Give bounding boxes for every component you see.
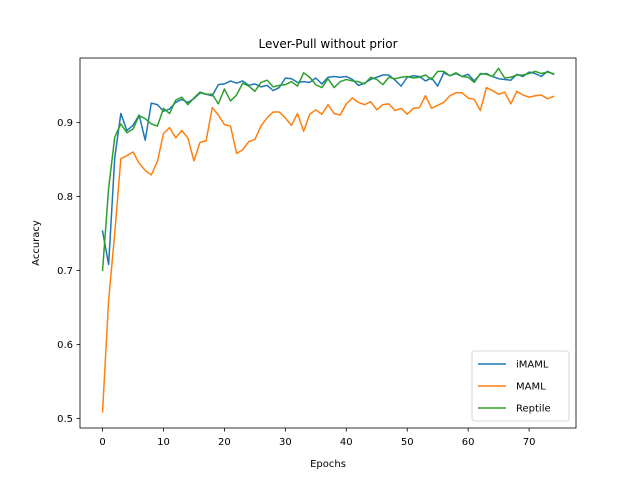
legend-label-maml: MAML: [516, 382, 546, 393]
series-lines: [101, 67, 555, 413]
x-tick-label: 30: [279, 437, 292, 448]
chart-title: Lever-Pull without prior: [258, 37, 397, 51]
x-tick-label: 0: [99, 437, 105, 448]
x-tick-label: 60: [462, 437, 475, 448]
legend-label-reptile: Reptile: [516, 404, 551, 415]
legend-label-imaml: iMAML: [516, 360, 549, 371]
y-tick-label: 0.9: [57, 118, 73, 129]
x-axis: 0 10 20 30 40 50 60 70: [99, 428, 535, 448]
x-tick-label: 10: [157, 437, 170, 448]
y-tick-label: 0.5: [57, 414, 73, 425]
y-tick-label: 0.8: [57, 192, 73, 203]
x-tick-label: 20: [218, 437, 231, 448]
y-tick-label: 0.6: [57, 340, 73, 351]
x-tick-label: 50: [401, 437, 414, 448]
y-axis-label: Accuracy: [31, 220, 42, 266]
legend-box: [471, 350, 570, 422]
y-tick-label: 0.7: [57, 266, 73, 277]
x-tick-label: 40: [340, 437, 353, 448]
series-line-reptile: [101, 67, 555, 272]
x-axis-label: Epochs: [310, 459, 346, 470]
x-tick-label: 70: [523, 437, 536, 448]
series-line-maml: [101, 86, 555, 413]
y-axis: 0.5 0.6 0.7 0.8 0.9: [57, 118, 80, 425]
plot-frame: [79, 57, 577, 429]
legend: iMAML MAML Reptile: [471, 350, 570, 422]
